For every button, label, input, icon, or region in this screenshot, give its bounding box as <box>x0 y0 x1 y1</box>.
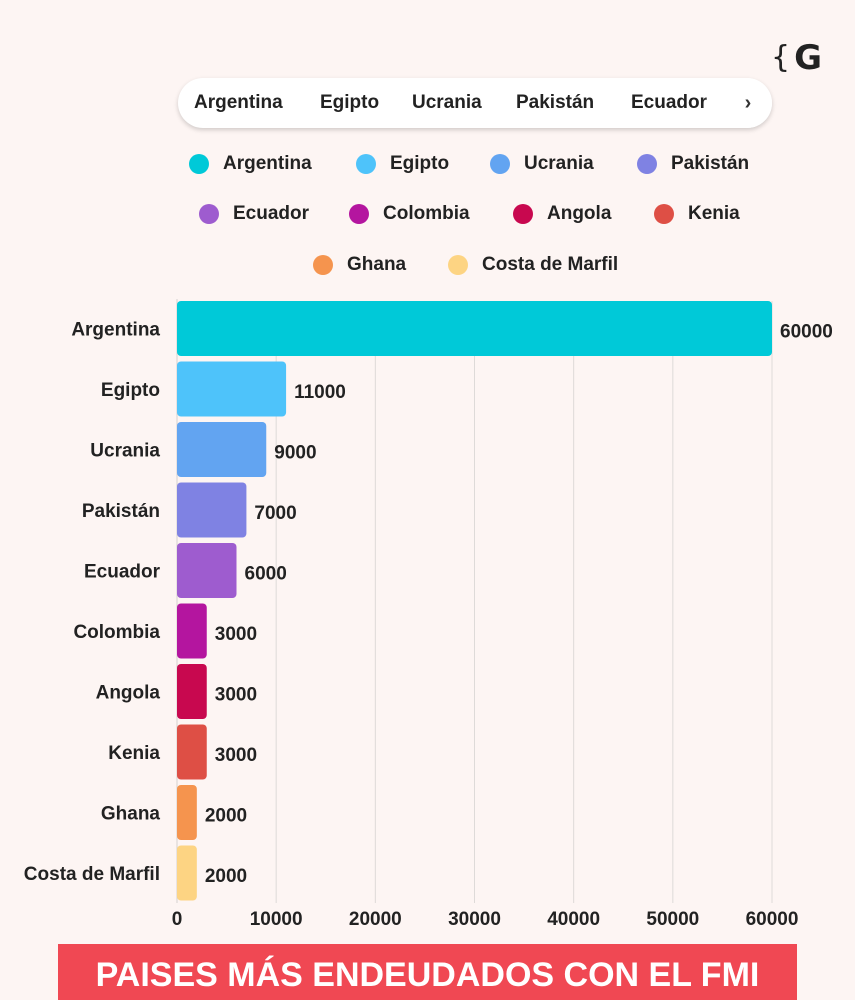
x-tick-label: 40000 <box>547 909 600 930</box>
bar <box>177 301 772 356</box>
legend-label: Angola <box>547 203 612 224</box>
legend-item[interactable]: Argentina <box>189 152 312 176</box>
legend-swatch <box>490 154 510 174</box>
logo-letter: G <box>794 38 823 78</box>
bar-chart: 0 10000 20000 30000 40000 50000 60000 Argentina… <box>24 299 833 930</box>
legend-item[interactable]: Egipto <box>356 152 449 176</box>
category-label: Ghana <box>101 804 161 825</box>
legend-swatch <box>199 204 219 224</box>
data-label: 7000 <box>254 503 296 524</box>
legend-item[interactable]: Ghana <box>313 253 406 277</box>
chart-title: PAISES MÁS ENDEUDADOS CON EL FMI <box>95 956 760 994</box>
data-label: 3000 <box>215 685 257 706</box>
data-label: 6000 <box>245 564 287 585</box>
tab-pakistan[interactable]: Pakistán <box>516 92 595 113</box>
legend-label: Ecuador <box>233 203 310 224</box>
bar <box>177 724 207 780</box>
x-tick-label: 0 <box>172 909 183 930</box>
data-label: 3000 <box>215 624 257 645</box>
category-label: Argentina <box>71 320 160 341</box>
legend-label: Kenia <box>688 203 740 224</box>
bar <box>177 361 287 417</box>
chevron-right-icon[interactable]: › <box>744 92 752 114</box>
bar <box>177 543 237 598</box>
x-tick-label: 10000 <box>250 909 303 930</box>
legend-label: Ucrania <box>524 153 594 174</box>
data-label: 3000 <box>215 745 257 766</box>
category-label: Ecuador <box>84 562 161 583</box>
tab-bar-fade <box>702 78 772 128</box>
x-tick-label: 60000 <box>746 909 799 930</box>
tab-ecuador[interactable]: Ecuador <box>631 92 708 113</box>
bar <box>177 482 247 538</box>
category-label: Pakistán <box>82 501 160 522</box>
tab-argentina[interactable]: Argentina <box>194 92 283 113</box>
legend-item[interactable]: Kenia <box>654 202 740 226</box>
legend-item[interactable]: Ucrania <box>490 152 594 176</box>
data-label: 9000 <box>274 443 316 464</box>
tab-egipto[interactable]: Egipto <box>320 92 380 113</box>
legend-swatch <box>448 255 468 275</box>
legend-swatch <box>349 204 369 224</box>
category-label: Angola <box>96 683 161 704</box>
tab-ucrania[interactable]: Ucrania <box>412 92 482 113</box>
x-tick-label: 20000 <box>349 909 402 930</box>
data-label: 11000 <box>294 382 346 403</box>
legend-item[interactable]: Costa de Marfil <box>448 253 618 277</box>
x-tick-label: 50000 <box>646 909 699 930</box>
brand-logo: { G <box>771 36 827 80</box>
bar <box>177 603 207 659</box>
legend-swatch <box>189 154 209 174</box>
category-label: Costa de Marfil <box>24 864 160 885</box>
logo-brace: { <box>771 40 791 75</box>
bar <box>177 664 207 719</box>
data-label: 2000 <box>205 806 247 827</box>
x-tick-label: 30000 <box>448 909 501 930</box>
legend-label: Egipto <box>390 153 450 174</box>
legend-swatch <box>356 154 376 174</box>
legend-label: Costa de Marfil <box>482 254 619 275</box>
legend-item[interactable]: Pakistán <box>637 152 749 176</box>
category-label: Ucrania <box>90 441 160 462</box>
bar <box>177 845 197 901</box>
chart-title-banner: PAISES MÁS ENDEUDADOS CON EL FMI <box>58 944 797 1000</box>
legend-item[interactable]: Colombia <box>349 202 470 226</box>
category-label: Colombia <box>73 622 160 643</box>
category-label: Egipto <box>101 380 160 401</box>
category-label: Kenia <box>108 743 160 764</box>
legend-swatch <box>313 255 333 275</box>
legend-item[interactable]: Ecuador <box>199 202 309 226</box>
legend-item[interactable]: Angola <box>513 202 611 226</box>
legend-swatch <box>513 204 533 224</box>
legend-label: Pakistán <box>671 153 750 174</box>
data-label: 60000 <box>780 322 833 343</box>
legend-label: Argentina <box>223 153 312 174</box>
bar <box>177 785 197 840</box>
bar <box>177 422 267 477</box>
legend-label: Ghana <box>347 254 407 275</box>
legend-swatch <box>637 154 657 174</box>
legend-label: Colombia <box>383 203 470 224</box>
data-label: 2000 <box>205 866 247 887</box>
legend-swatch <box>654 204 674 224</box>
